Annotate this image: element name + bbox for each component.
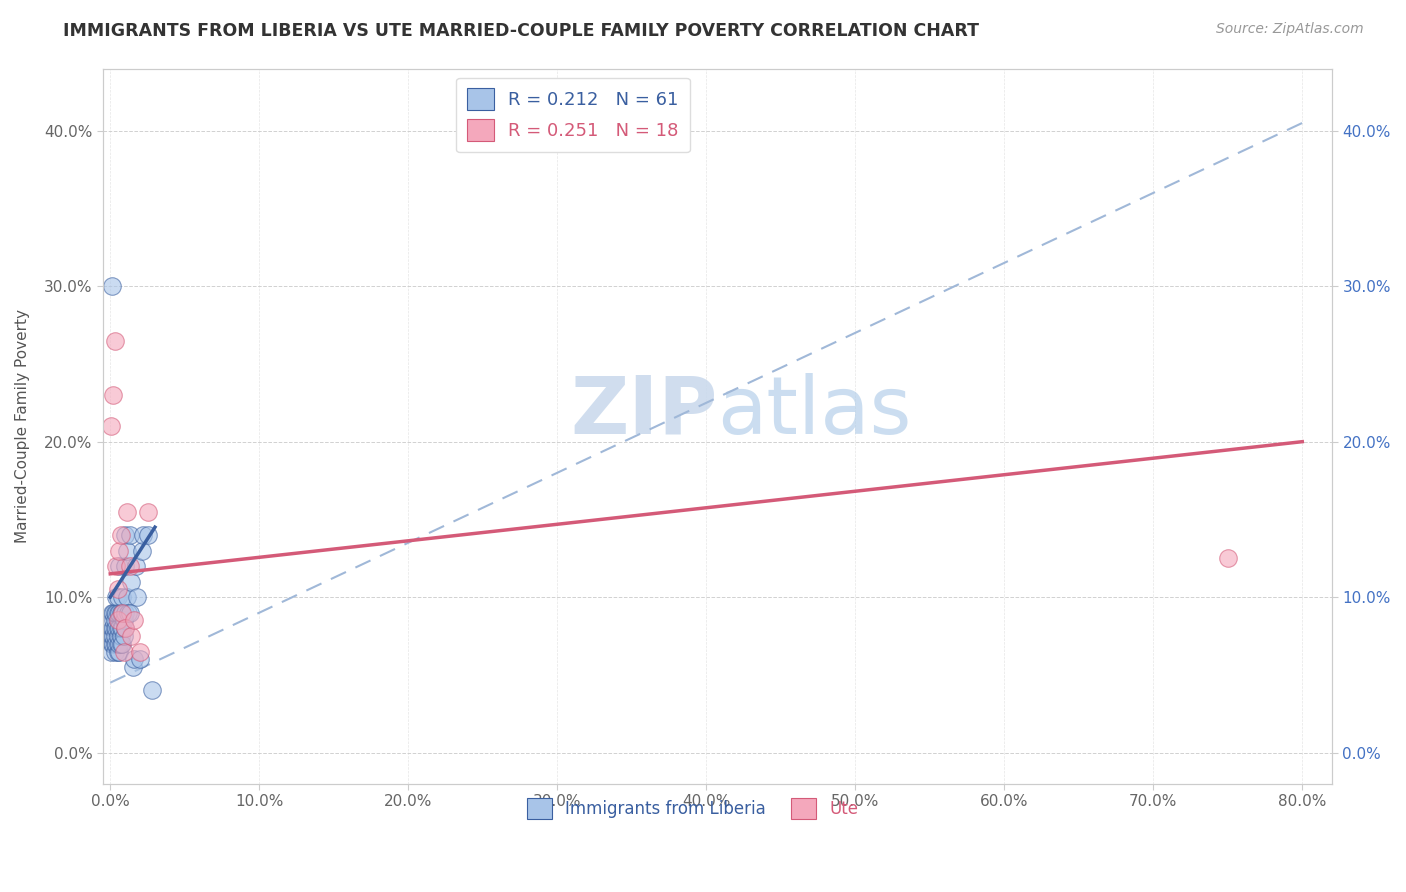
Point: [112, 644, 135, 658]
Point: [111, 637, 134, 651]
Point: [124, 559, 146, 574]
Point: [111, 590, 134, 604]
Point: [103, 388, 125, 402]
Text: IMMIGRANTS FROM LIBERIA VS UTE MARRIED-COUPLE FAMILY POVERTY CORRELATION CHART: IMMIGRANTS FROM LIBERIA VS UTE MARRIED-C…: [63, 22, 979, 40]
Point: [103, 614, 125, 628]
Point: [103, 629, 125, 643]
Point: [108, 559, 131, 574]
Point: [110, 606, 132, 620]
Point: [114, 606, 136, 620]
Point: [1216, 551, 1239, 566]
Point: [108, 644, 131, 658]
Text: Source: ZipAtlas.com: Source: ZipAtlas.com: [1216, 22, 1364, 37]
Point: [118, 606, 141, 620]
Point: [104, 629, 127, 643]
Point: [141, 683, 163, 698]
Point: [105, 621, 128, 635]
Point: [104, 334, 127, 348]
Point: [115, 543, 138, 558]
Point: [115, 505, 138, 519]
Point: [107, 582, 129, 597]
Point: [103, 637, 125, 651]
Point: [129, 644, 152, 658]
Point: [100, 621, 122, 635]
Y-axis label: Married-Couple Family Poverty: Married-Couple Family Poverty: [15, 310, 30, 543]
Point: [110, 629, 132, 643]
Point: [108, 637, 131, 651]
Point: [121, 660, 143, 674]
Point: [120, 574, 142, 589]
Point: [107, 621, 129, 635]
Point: [111, 621, 134, 635]
Point: [107, 606, 129, 620]
Point: [104, 606, 127, 620]
Point: [132, 528, 155, 542]
Point: [105, 637, 128, 651]
Point: [114, 621, 136, 635]
Point: [104, 637, 127, 651]
Point: [103, 621, 125, 635]
Point: [107, 629, 129, 643]
Text: ZIP: ZIP: [571, 373, 717, 450]
Point: [114, 621, 136, 635]
Point: [122, 652, 145, 666]
Point: [104, 614, 127, 628]
Point: [107, 637, 129, 651]
Point: [112, 614, 135, 628]
Point: [125, 590, 148, 604]
Point: [118, 559, 141, 574]
Point: [100, 637, 122, 651]
Point: [110, 528, 132, 542]
Point: [120, 629, 142, 643]
Point: [107, 644, 129, 658]
Point: [100, 644, 122, 658]
Point: [100, 279, 122, 293]
Point: [110, 621, 132, 635]
Point: [100, 419, 122, 434]
Point: [104, 644, 127, 658]
Point: [104, 621, 127, 635]
Point: [105, 559, 128, 574]
Point: [118, 528, 141, 542]
Point: [136, 528, 159, 542]
Point: [105, 606, 128, 620]
Point: [114, 528, 136, 542]
Point: [136, 505, 159, 519]
Point: [108, 606, 131, 620]
Point: [111, 606, 134, 620]
Point: [112, 629, 135, 643]
Point: [100, 606, 122, 620]
Point: [108, 621, 131, 635]
Point: [108, 543, 131, 558]
Point: [110, 637, 132, 651]
Point: [100, 629, 122, 643]
Point: [122, 614, 145, 628]
Legend: Immigrants from Liberia, Ute: Immigrants from Liberia, Ute: [520, 792, 865, 825]
Point: [115, 590, 138, 604]
Point: [107, 590, 129, 604]
Point: [129, 652, 152, 666]
Point: [103, 606, 125, 620]
Point: [131, 543, 153, 558]
Point: [105, 590, 128, 604]
Point: [117, 606, 139, 620]
Point: [107, 614, 129, 628]
Point: [111, 606, 134, 620]
Text: atlas: atlas: [717, 373, 912, 450]
Point: [114, 559, 136, 574]
